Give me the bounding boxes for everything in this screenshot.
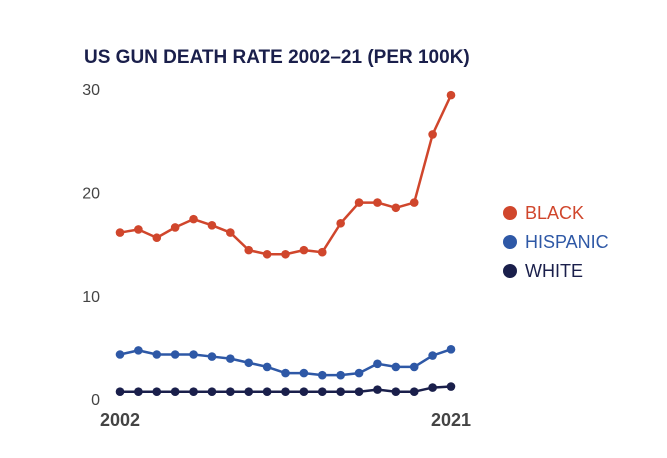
legend-marker [503, 206, 517, 220]
data-point [244, 387, 254, 397]
data-point [299, 368, 309, 378]
y-tick-label: 30 [82, 82, 100, 99]
data-point [391, 387, 401, 397]
y-tick-label: 0 [91, 392, 100, 409]
data-point [428, 383, 437, 392]
data-point [409, 387, 419, 397]
data-point [134, 387, 143, 397]
data-point [391, 362, 401, 372]
data-point [281, 387, 290, 397]
data-point [446, 345, 456, 354]
data-point [207, 221, 217, 230]
data-point [281, 249, 290, 259]
data-point [262, 249, 272, 259]
data-point [207, 387, 217, 397]
x-tick-label: 2002 [100, 410, 140, 430]
data-point [207, 352, 217, 361]
data-point [354, 387, 364, 397]
data-point [115, 350, 125, 359]
data-point [115, 387, 125, 397]
data-point [152, 350, 162, 359]
data-point [134, 346, 143, 355]
data-point [226, 228, 235, 237]
data-point [226, 387, 235, 397]
data-point [281, 368, 290, 378]
x-tick-label: 2021 [431, 410, 471, 430]
data-point [170, 350, 180, 359]
legend-marker [503, 264, 517, 278]
data-point [152, 387, 162, 397]
data-point [189, 387, 198, 397]
chart-title: US GUN DEATH RATE 2002–21 (PER 100K) [84, 47, 470, 68]
data-point [409, 198, 419, 207]
data-point [262, 362, 272, 372]
data-point [373, 198, 382, 207]
data-point [336, 218, 345, 228]
y-tick-label: 20 [82, 186, 100, 203]
legend-marker [503, 235, 517, 249]
data-point [189, 214, 198, 224]
data-point [354, 198, 364, 207]
data-point [244, 358, 254, 368]
data-point [428, 351, 437, 360]
data-point [391, 203, 401, 213]
data-point [189, 350, 198, 359]
data-point [299, 245, 309, 255]
data-point [428, 130, 437, 139]
data-point [134, 225, 143, 234]
data-point [317, 370, 327, 380]
data-point [152, 233, 162, 243]
data-point [244, 245, 254, 255]
legend-label: BLACK [525, 203, 584, 223]
data-point [446, 90, 456, 100]
legend-label: WHITE [525, 261, 583, 281]
data-point [262, 387, 272, 397]
series-line [119, 94, 453, 256]
data-point [373, 385, 382, 394]
data-point [317, 247, 327, 257]
data-point [336, 370, 345, 380]
data-point [317, 387, 327, 397]
y-tick-label: 10 [82, 289, 100, 306]
data-point [115, 228, 125, 237]
data-point [409, 362, 419, 372]
data-point [299, 387, 309, 397]
data-point [354, 368, 364, 378]
data-point [170, 223, 180, 232]
data-point [226, 354, 235, 363]
data-point [170, 387, 180, 397]
data-point [336, 387, 345, 397]
data-point [373, 359, 382, 369]
legend-label: HISPANIC [525, 232, 609, 252]
data-point [446, 382, 456, 391]
